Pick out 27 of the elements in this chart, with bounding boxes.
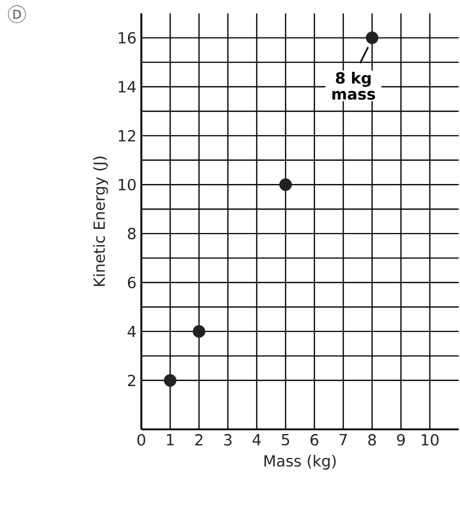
y-axis-title: Kinetic Energy (J) <box>93 156 108 286</box>
point <box>192 325 206 338</box>
x-tick-label: 0 <box>137 434 146 446</box>
x-tick-label: 9 <box>397 434 405 446</box>
x-tick-label: 4 <box>252 434 261 446</box>
y-tick-label: 2 <box>128 374 136 386</box>
y-tick-label: 4 <box>128 326 136 338</box>
x-tick-label: 5 <box>282 434 290 446</box>
point <box>279 178 292 191</box>
x-tick-label: 10 <box>422 434 439 446</box>
x-tick-label: 1 <box>166 434 174 446</box>
x-axis-title: Mass (kg) <box>264 454 336 470</box>
y-tick-label: 6 <box>128 276 136 288</box>
y-tick-label: 8 <box>128 228 136 240</box>
x-tick-label: 2 <box>195 434 202 446</box>
x-tick-label: 6 <box>310 434 318 446</box>
point <box>366 32 378 44</box>
y-tick-label: 10 <box>118 178 136 190</box>
annotation: 8 kg mass <box>332 72 376 100</box>
x-tick-label: 7 <box>340 434 347 446</box>
x-tick-label: 8 <box>368 434 376 446</box>
text: D <box>13 10 21 19</box>
y-tick-label: 14 <box>118 81 136 92</box>
point <box>164 374 176 387</box>
x-tick-label: 3 <box>224 434 232 446</box>
y-tick-label: 16 <box>118 32 136 44</box>
y-tick-label: 12 <box>118 130 136 142</box>
